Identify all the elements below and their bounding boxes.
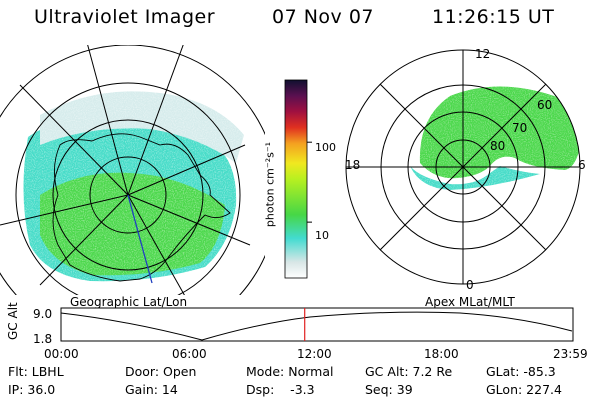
- track-xtick-4: 23:59: [553, 347, 588, 361]
- status-ip: IP: 36.0: [8, 382, 56, 397]
- status-gc-alt: GC Alt: 7.2 Re: [365, 364, 453, 379]
- colorbar-tick-100: 100: [315, 141, 336, 154]
- mlt-label-6: 6: [578, 158, 586, 172]
- geographic-polar-image: [0, 45, 265, 295]
- image-time: 11:26:15 UT: [432, 6, 555, 28]
- image-date: 07 Nov 07: [272, 6, 375, 28]
- altitude-curve: [60, 311, 573, 341]
- satellite-track: [127, 194, 153, 284]
- magnetic-polar-plot: [345, 49, 581, 285]
- status-filter: Flt: LBHL: [8, 364, 64, 379]
- latlon-grid: [0, 45, 265, 295]
- colorbar-tick-10: 10: [315, 229, 329, 242]
- status-gain: Gain: 14: [125, 382, 178, 397]
- track-ytick-max: 9.0: [33, 307, 53, 321]
- track-xtick-0: 00:00: [44, 347, 79, 361]
- status-mode: Mode: Normal: [246, 364, 334, 379]
- status-seq: Seq: 39: [365, 382, 413, 397]
- mlt-label-18: 18: [345, 158, 361, 172]
- mlat-label-80: 80: [490, 139, 506, 153]
- altitude-track-plot: [60, 307, 574, 342]
- coastline: [52, 133, 231, 282]
- right-panel-caption: Apex MLat/MLT: [425, 295, 515, 309]
- status-door: Door: Open: [125, 364, 197, 379]
- mlat-label-70: 70: [512, 121, 528, 135]
- status-glon: GLon: 227.4: [486, 382, 562, 397]
- track-xtick-3: 18:00: [424, 347, 459, 361]
- status-glat: GLat: -85.3: [486, 364, 556, 379]
- track-ytick-min: 1.8: [33, 332, 53, 346]
- app-title: Ultraviolet Imager: [34, 6, 216, 28]
- track-xtick-2: 12:00: [297, 347, 332, 361]
- track-xtick-1: 06:00: [172, 347, 207, 361]
- mlt-label-0: 0: [466, 278, 474, 292]
- left-panel-caption: Geographic Lat/Lon: [70, 295, 188, 309]
- mlat-label-60: 60: [537, 98, 553, 112]
- track-ylabel: GC Alt: [6, 302, 20, 340]
- status-dsp: Dsp: -3.3: [246, 382, 315, 397]
- mlt-label-12: 12: [475, 47, 491, 61]
- intensity-colorbar: [284, 79, 312, 279]
- colorbar-axis-label: photon cm⁻²s⁻¹: [263, 141, 277, 228]
